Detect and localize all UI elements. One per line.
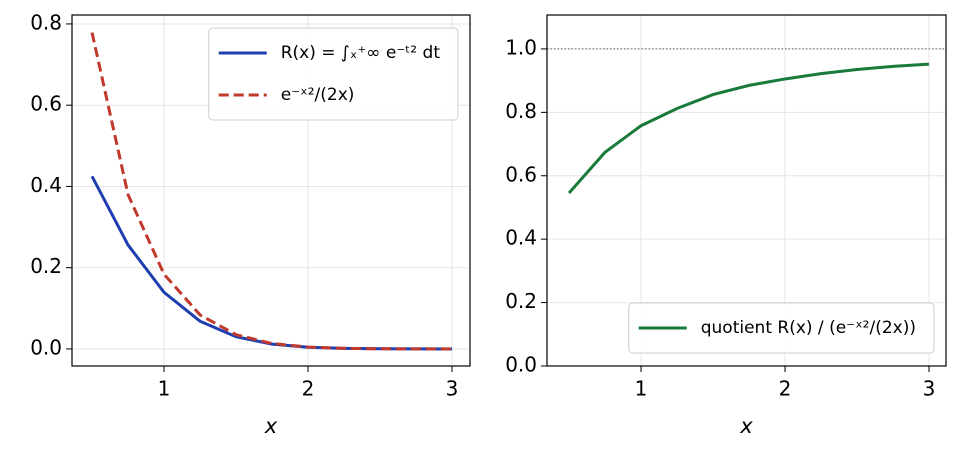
legend-frame	[628, 302, 935, 354]
y-tick-label: 0.0	[505, 353, 537, 377]
y-tick-label: 0.0	[30, 335, 62, 359]
x-tick-label: 1	[635, 377, 648, 401]
data-line	[90, 175, 453, 351]
y-tick-label: 1.0	[505, 35, 537, 59]
axes-frame	[546, 14, 947, 367]
legend-label: e⁻ˣ²/(2x)	[281, 85, 355, 105]
x-tick-label: 2	[779, 377, 792, 401]
y-tick-label: 0.6	[30, 92, 62, 116]
x-axis-label: x	[264, 414, 278, 438]
x-tick-label: 3	[923, 377, 936, 401]
y-tick-label: 0.8	[30, 10, 62, 34]
data-line	[567, 62, 930, 194]
legend-frame	[208, 27, 459, 121]
legend: R(x) = ∫ₓ⁺∞ e⁻ᵗ² dt e⁻ˣ²/(2x)	[208, 27, 459, 121]
legend: quotient R(x) / (e⁻ˣ²/(2x))	[628, 302, 935, 354]
y-tick-label: 0.8	[505, 99, 537, 123]
y-tick-label: 0.6	[505, 162, 537, 186]
x-tick-label: 1	[158, 377, 171, 401]
x-tick-label: 3	[446, 377, 459, 401]
legend-label: quotient R(x) / (e⁻ˣ²/(2x))	[701, 318, 916, 338]
y-tick-label: 0.4	[505, 226, 537, 250]
y-tick-label: 0.4	[30, 173, 62, 197]
legend-label: R(x) = ∫ₓ⁺∞ e⁻ᵗ² dt	[281, 43, 441, 63]
y-tick-label: 0.2	[505, 289, 537, 313]
axes-frame	[71, 14, 471, 367]
x-tick-label: 2	[302, 377, 315, 401]
y-tick-label: 0.2	[30, 254, 62, 278]
x-axis-label: x	[739, 414, 753, 438]
